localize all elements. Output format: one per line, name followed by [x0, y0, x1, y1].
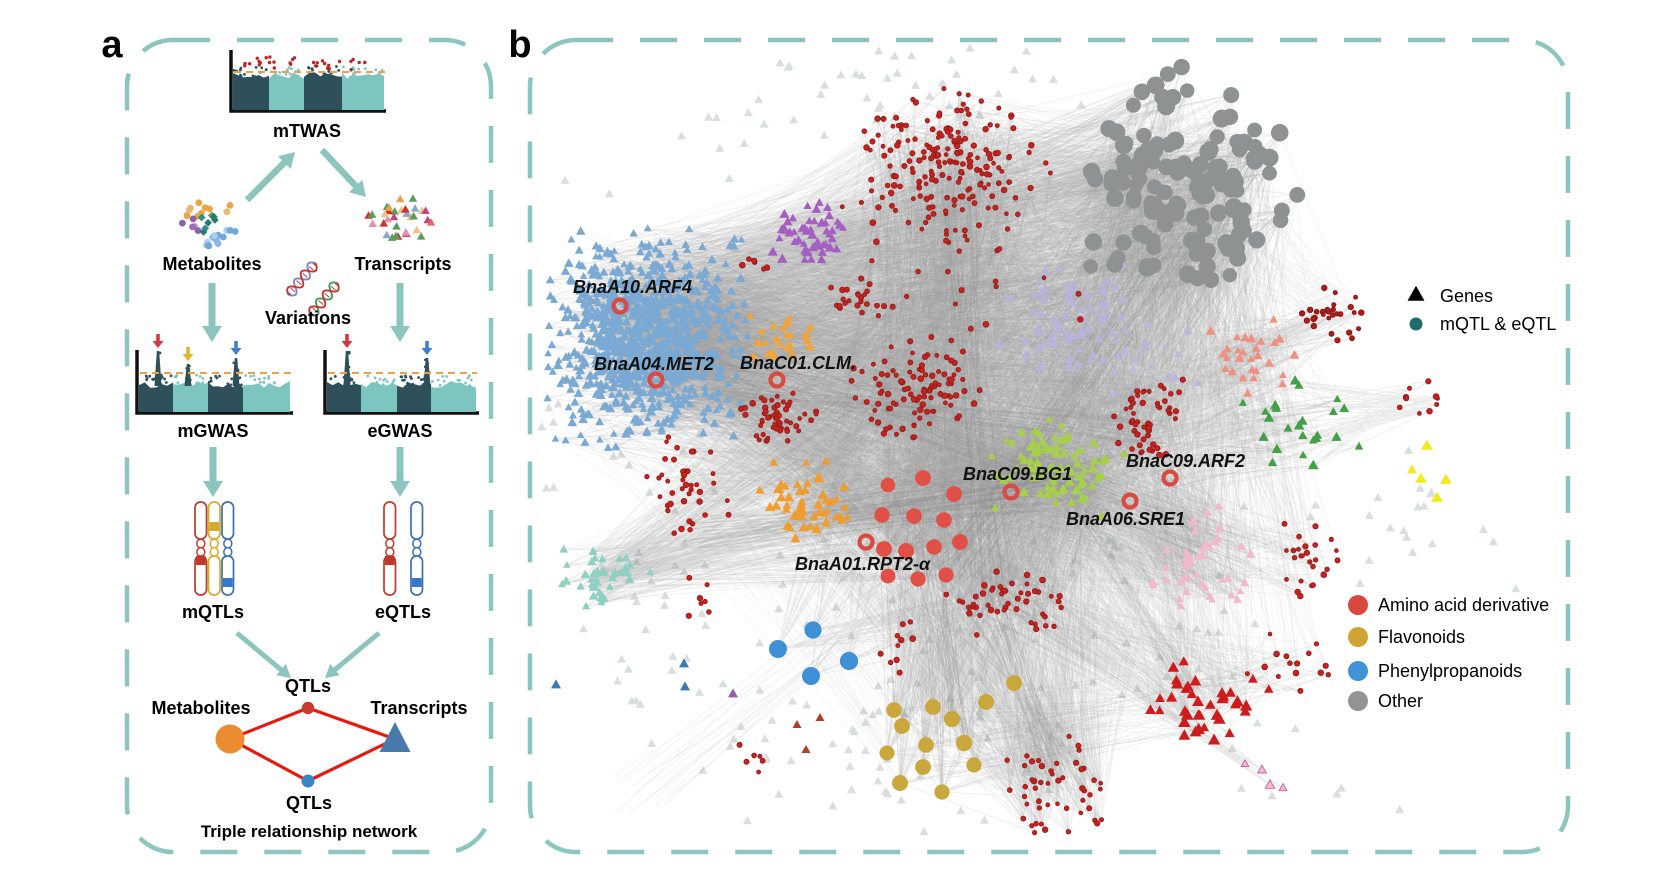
svg-text:BnaC01.CLM.: BnaC01.CLM. — [740, 353, 856, 373]
svg-text:BnaC09.BG1: BnaC09.BG1 — [963, 464, 1072, 484]
svg-text:BnaA01.RPT2-α: BnaA01.RPT2-α — [795, 554, 931, 574]
svg-text:BnaC09.ARF2: BnaC09.ARF2 — [1126, 451, 1245, 471]
svg-text:Triple relationship network: Triple relationship network — [201, 822, 418, 841]
svg-text:Phenylpropanoids: Phenylpropanoids — [1378, 661, 1522, 681]
svg-text:QTLs: QTLs — [285, 676, 331, 696]
svg-text:Variations: Variations — [265, 308, 351, 328]
svg-text:b: b — [508, 24, 531, 66]
svg-text:Flavonoids: Flavonoids — [1378, 627, 1465, 647]
svg-text:eGWAS: eGWAS — [367, 421, 432, 441]
svg-text:Metabolites: Metabolites — [162, 254, 261, 274]
svg-text:mTWAS: mTWAS — [273, 121, 341, 141]
svg-text:BnaA04.MET2: BnaA04.MET2 — [594, 354, 714, 374]
svg-text:a: a — [101, 24, 123, 66]
svg-text:Other: Other — [1378, 691, 1423, 711]
svg-text:Transcripts: Transcripts — [370, 698, 467, 718]
svg-text:Metabolites: Metabolites — [151, 698, 250, 718]
svg-text:mGWAS: mGWAS — [177, 421, 248, 441]
svg-text:QTLs: QTLs — [286, 793, 332, 813]
svg-text:eQTLs: eQTLs — [375, 602, 431, 622]
svg-text:mQTLs: mQTLs — [182, 602, 244, 622]
svg-text:Genes: Genes — [1440, 286, 1493, 306]
svg-text:BnaA10.ARF4: BnaA10.ARF4 — [573, 277, 692, 297]
svg-text:Amino acid derivative: Amino acid derivative — [1378, 595, 1549, 615]
svg-text:mQTL & eQTL: mQTL & eQTL — [1440, 314, 1556, 334]
svg-text:Transcripts: Transcripts — [354, 254, 451, 274]
svg-text:BnaA06.SRE1: BnaA06.SRE1 — [1066, 509, 1185, 529]
